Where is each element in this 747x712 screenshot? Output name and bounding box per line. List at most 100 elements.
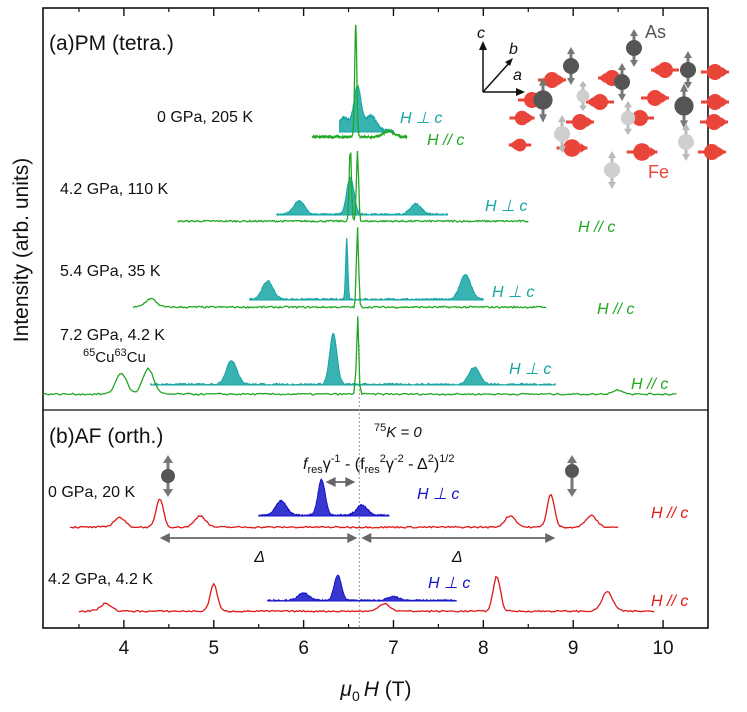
as-spin-head bbox=[680, 120, 688, 129]
isotope-label: 65Cu63Cu bbox=[83, 347, 146, 366]
fe-atom bbox=[544, 72, 560, 88]
as-atom bbox=[620, 110, 636, 126]
orientation-label: H ⊥ c bbox=[417, 486, 459, 503]
panel-a-label: (a)PM (tetra.) bbox=[49, 32, 174, 55]
delta-arrow-left-head bbox=[159, 533, 170, 543]
delta-label-right: Δ bbox=[451, 549, 463, 566]
delta-label-left: Δ bbox=[253, 549, 265, 566]
orientation-label: H // c bbox=[427, 132, 464, 149]
x-tick-label: 4 bbox=[119, 638, 130, 659]
fe-spin-head bbox=[650, 147, 658, 157]
as-spin-head bbox=[558, 146, 566, 153]
spin-marker-left bbox=[161, 455, 175, 497]
spectrum-line bbox=[42, 316, 677, 396]
spectrum-fill bbox=[339, 84, 394, 134]
shift-arrow-head bbox=[325, 477, 336, 487]
orientation-label: H ⊥ c bbox=[492, 284, 534, 301]
fe-spin-head bbox=[721, 117, 728, 127]
as-spin-head bbox=[567, 78, 575, 85]
spectrum-fill bbox=[267, 574, 457, 603]
x-tick-label: 10 bbox=[652, 638, 673, 659]
orientation-label: H ⊥ c bbox=[509, 361, 551, 378]
atom-lattice bbox=[508, 29, 729, 189]
spectrum-line bbox=[78, 575, 655, 613]
as-spin-head bbox=[618, 94, 626, 101]
fe-spin-head bbox=[719, 147, 726, 157]
orientation-label: H ⊥ c bbox=[485, 198, 527, 215]
as-spin-head bbox=[684, 51, 692, 58]
fe-atom bbox=[633, 143, 651, 161]
k-zero-label: 75K = 0 bbox=[374, 422, 422, 441]
fe-spin-head bbox=[598, 73, 605, 83]
as-atom bbox=[533, 90, 553, 110]
orientation-label: H // c bbox=[651, 505, 688, 522]
spectrum-line bbox=[177, 150, 529, 223]
shift-arrow-head bbox=[345, 477, 356, 487]
fe-spin-head bbox=[722, 67, 729, 77]
as-spin-head bbox=[682, 154, 690, 161]
fe-spin-head bbox=[651, 65, 658, 75]
fe-atom bbox=[707, 64, 723, 80]
as-label: As bbox=[645, 22, 666, 42]
as-atom bbox=[554, 126, 570, 142]
as-spin-head bbox=[624, 100, 632, 108]
delta-arrow-left-head bbox=[347, 533, 358, 543]
orientation-label: H // c bbox=[578, 219, 615, 236]
crystal-axes: c b a bbox=[477, 25, 525, 96]
traces bbox=[42, 24, 677, 613]
condition-label: 0 GPa, 20 K bbox=[48, 484, 135, 501]
as-atom bbox=[680, 62, 696, 78]
axis-c-label: c bbox=[477, 25, 485, 42]
as-spin-head bbox=[684, 82, 692, 89]
condition-label: 5.4 GPa, 35 K bbox=[60, 263, 161, 280]
annotation-arrows bbox=[159, 477, 556, 543]
crystal-structure-inset: c b a As Fe bbox=[477, 22, 729, 189]
as-spin-head bbox=[680, 83, 688, 92]
fe-spin-head bbox=[587, 117, 594, 127]
x-tick-label: 8 bbox=[478, 638, 489, 659]
spectrum-fill bbox=[276, 176, 448, 217]
as-spin-head bbox=[630, 60, 638, 67]
spectrum-fill bbox=[249, 237, 484, 301]
spectrum-fill bbox=[258, 478, 390, 518]
spin-marker-right bbox=[565, 455, 579, 497]
as-atom bbox=[678, 134, 694, 150]
orientation-label: H // c bbox=[631, 376, 668, 393]
as-spin-head bbox=[539, 114, 547, 123]
as-spin-head bbox=[682, 123, 690, 130]
fe-spin-head bbox=[722, 97, 729, 107]
axis-b-label: b bbox=[509, 41, 518, 58]
as-atom bbox=[604, 162, 620, 178]
condition-label: 7.2 GPa, 4.2 K bbox=[60, 327, 165, 344]
fe-spin-head bbox=[559, 75, 566, 85]
fe-atom bbox=[563, 139, 581, 157]
condition-label: 4.2 GPa, 4.2 K bbox=[48, 571, 153, 588]
as-spin-head bbox=[539, 77, 547, 86]
panel-b-label: (b)AF (orth.) bbox=[49, 425, 163, 448]
as-spin-head bbox=[608, 182, 616, 189]
spectrum-line bbox=[69, 493, 619, 529]
fe-atom bbox=[592, 94, 608, 110]
delta-arrow-right-head bbox=[361, 533, 372, 543]
as-spin-head bbox=[567, 47, 575, 54]
fe-atom bbox=[632, 110, 648, 126]
delta-arrow-right-head bbox=[545, 533, 556, 543]
fe-spin-head bbox=[662, 93, 669, 103]
spectrum-fill bbox=[150, 332, 556, 386]
as-spin-head bbox=[608, 151, 616, 158]
axis-a-label: a bbox=[513, 67, 522, 84]
as-atom bbox=[576, 89, 590, 103]
fe-atom bbox=[657, 62, 673, 78]
orientation-label: H // c bbox=[651, 593, 688, 610]
as-spin-head bbox=[579, 80, 587, 87]
orientation-label: H ⊥ c bbox=[400, 110, 442, 127]
x-tick-label: 6 bbox=[298, 638, 309, 659]
as-atom bbox=[614, 74, 630, 90]
x-tick-label: 5 bbox=[208, 638, 219, 659]
fe-spin-head bbox=[586, 97, 593, 107]
x-tick-label: 9 bbox=[568, 638, 579, 659]
spectrum-line bbox=[311, 24, 408, 140]
as-atom bbox=[626, 40, 642, 56]
fe-atom bbox=[704, 144, 720, 160]
